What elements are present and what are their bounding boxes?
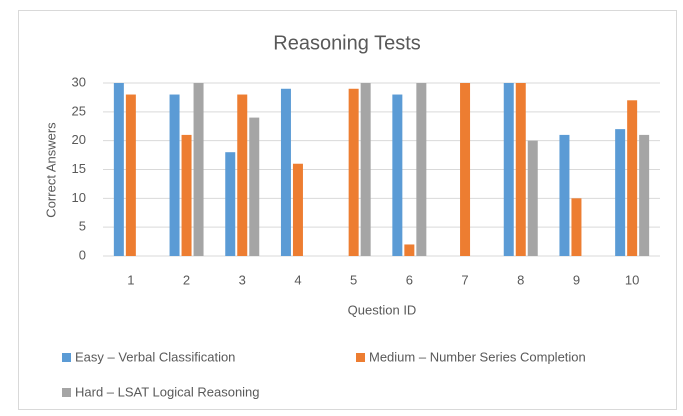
bar [280,88,291,257]
bar [627,100,638,256]
bar [404,244,415,256]
bar [348,88,359,257]
x-tick-label: 8 [517,272,524,287]
bar [292,163,303,256]
x-tick-label: 3 [239,272,246,287]
bar [392,94,403,257]
bar [527,140,538,256]
x-tick-label: 4 [294,272,301,287]
legend-swatch [62,353,71,362]
y-tick-label: 0 [79,247,86,262]
x-tick-label: 7 [461,272,468,287]
y-axis-title: Correct Answers [43,122,58,218]
y-tick-label: 15 [72,161,86,176]
bar [615,129,626,256]
y-tick-label: 5 [79,219,86,234]
x-tick-label: 5 [350,272,357,287]
x-tick-label: 1 [127,272,134,287]
bar [571,198,582,256]
legend-label: Medium – Number Series Completion [369,349,586,364]
bar [360,83,371,256]
y-tick-label: 10 [72,190,86,205]
bar [249,117,260,256]
bar [193,83,204,256]
x-tick-label: 10 [625,272,639,287]
bar [460,83,471,256]
legend-swatch [356,353,365,362]
bar [639,134,650,256]
legend-swatch [62,388,71,397]
legend-label: Easy – Verbal Classification [75,349,235,364]
x-tick-label: 2 [183,272,190,287]
y-tick-label: 20 [72,132,86,147]
bar [503,83,514,256]
bar [169,94,180,257]
bar [181,134,192,256]
y-tick-label: 25 [72,103,86,118]
chart-title: Reasoning Tests [273,32,421,54]
bar [113,83,124,256]
bar [515,83,526,256]
y-tick-label: 30 [72,74,86,89]
x-axis-title: Question ID [348,302,417,317]
bar [416,83,427,256]
bar [125,94,136,257]
legend-label: Hard – LSAT Logical Reasoning [75,384,260,399]
bar [237,94,248,257]
x-tick-label: 9 [573,272,580,287]
bar [559,134,570,256]
bar [225,152,236,256]
x-tick-label: 6 [406,272,413,287]
